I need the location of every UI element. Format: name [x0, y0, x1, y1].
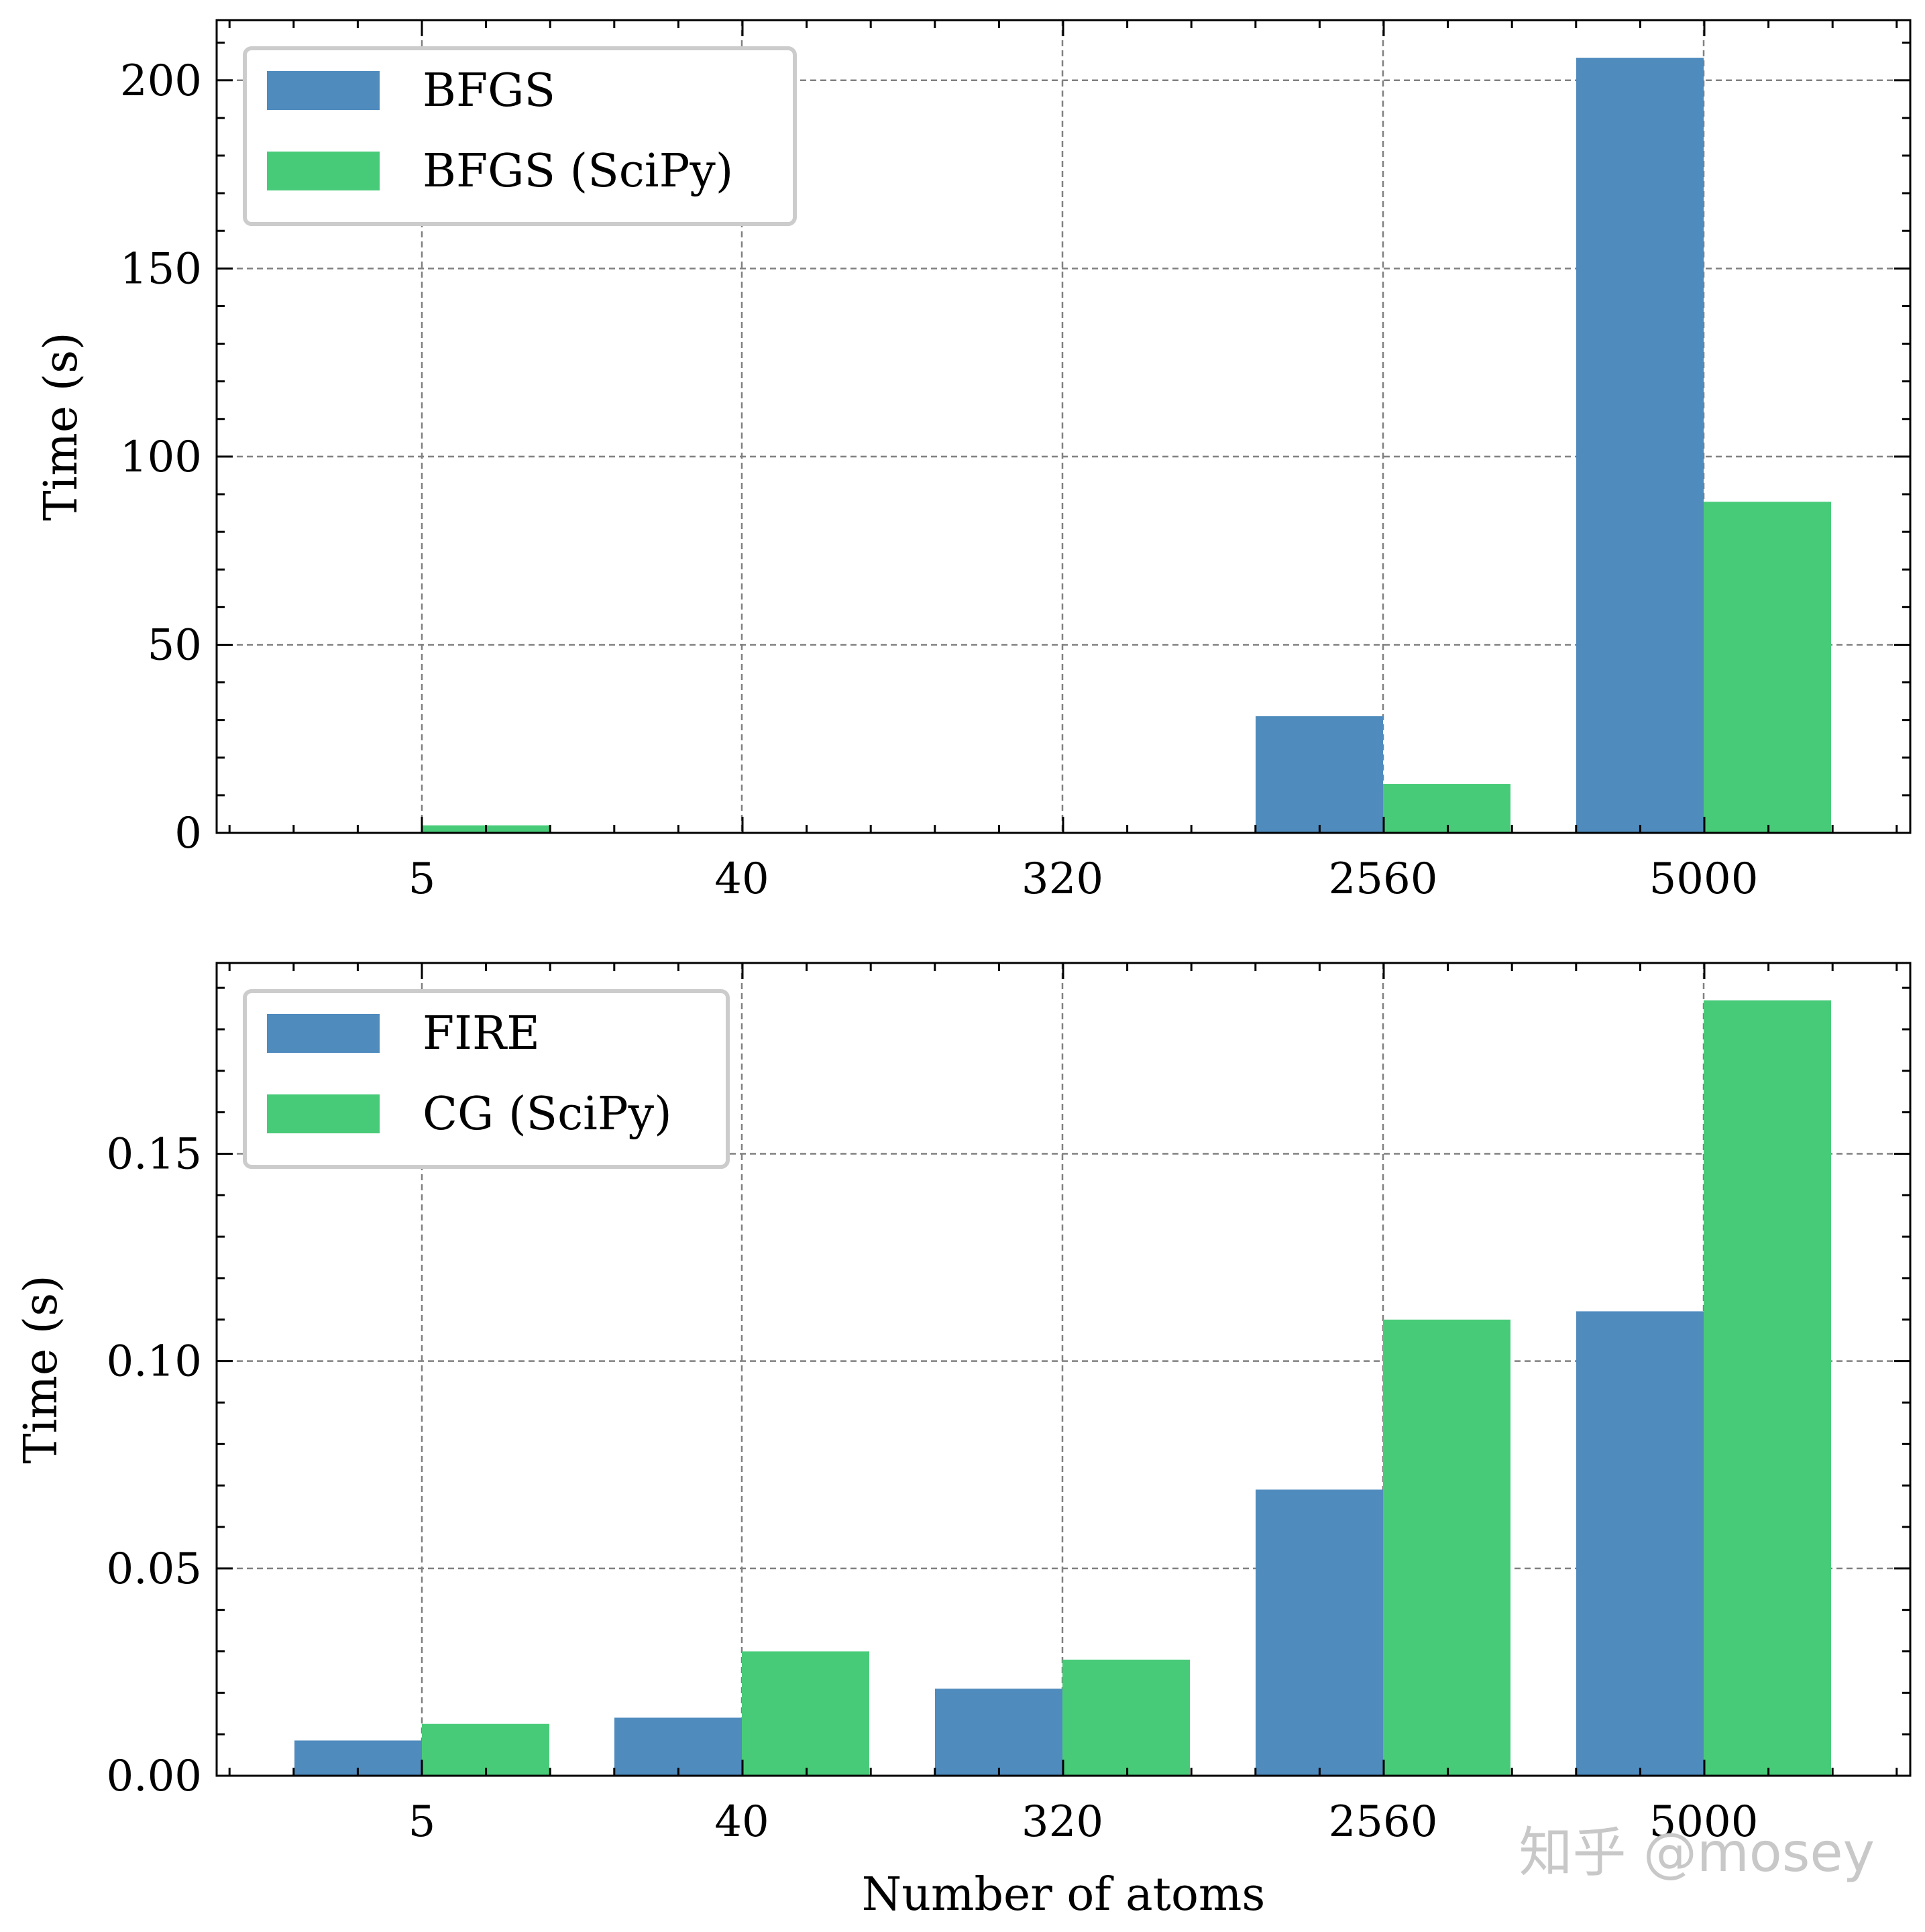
bar	[1576, 58, 1704, 834]
x-tick-label: 2560	[1329, 854, 1438, 904]
legend-swatch	[267, 71, 380, 110]
legend: FIRE CG (SciPy)	[243, 989, 730, 1169]
y-tick-label: 0.10	[107, 1337, 203, 1387]
legend: BFGS BFGS (SciPy)	[243, 46, 797, 226]
bar	[1256, 716, 1383, 833]
legend-swatch	[267, 1014, 380, 1053]
series-cg-scipy	[422, 1000, 1831, 1776]
x-tick-label: 5	[408, 854, 436, 904]
legend-frame	[243, 46, 797, 226]
bar	[1256, 1489, 1383, 1776]
y-tick-label: 0	[174, 809, 202, 858]
bar	[1704, 502, 1831, 833]
y-tick-label: 0.05	[107, 1544, 203, 1594]
bar	[1576, 1311, 1704, 1776]
y-tick-label: 100	[120, 433, 202, 482]
watermark: 知乎 @mosey	[1519, 1821, 1875, 1884]
x-tick-label: 40	[714, 1797, 769, 1847]
x-tick-label: 320	[1022, 1797, 1103, 1847]
legend-label: BFGS	[423, 64, 555, 117]
y-tick-label: 150	[120, 244, 202, 294]
bar	[1383, 1319, 1510, 1776]
bar	[1062, 1659, 1190, 1776]
bar	[742, 1651, 869, 1776]
y-axis-label: Time (s)	[15, 1275, 68, 1463]
x-ticks	[228, 963, 1898, 1776]
y-tick-label: 0.15	[107, 1129, 203, 1179]
y-tick-label: 50	[148, 620, 202, 670]
legend-label: CG (SciPy)	[423, 1088, 672, 1141]
x-ticks	[228, 20, 1898, 833]
bar	[935, 1689, 1062, 1776]
series-bfgs	[1256, 58, 1704, 834]
x-tick-label: 40	[714, 854, 769, 904]
x-tick-label: 2560	[1329, 1797, 1438, 1847]
legend-swatch	[267, 1094, 380, 1133]
bar	[422, 1723, 549, 1776]
bar	[1383, 784, 1510, 833]
y-tick-label: 200	[120, 56, 202, 106]
y-tick-label: 0.00	[107, 1752, 203, 1801]
y-axis-label: Time (s)	[35, 332, 88, 520]
legend-label: BFGS (SciPy)	[423, 145, 733, 198]
bar	[1704, 1000, 1831, 1776]
y-ticks	[217, 986, 1910, 1777]
legend-label: FIRE	[423, 1007, 540, 1060]
series-bfgs-scipy	[422, 502, 1831, 833]
x-tick-label: 5000	[1649, 1797, 1759, 1847]
bottom-chart: 0.00 0.05 0.10 0.15 5 40 320 2560 5000 Time (s) Nu…	[15, 962, 1912, 1921]
legend-swatch	[267, 152, 380, 190]
x-tick-label: 5	[408, 1797, 436, 1847]
x-tick-label: 5000	[1649, 854, 1759, 904]
series-fire	[294, 1311, 1704, 1776]
x-tick-label: 320	[1022, 854, 1103, 904]
bar	[614, 1717, 742, 1776]
x-axis-label: Number of atoms	[862, 1868, 1266, 1921]
